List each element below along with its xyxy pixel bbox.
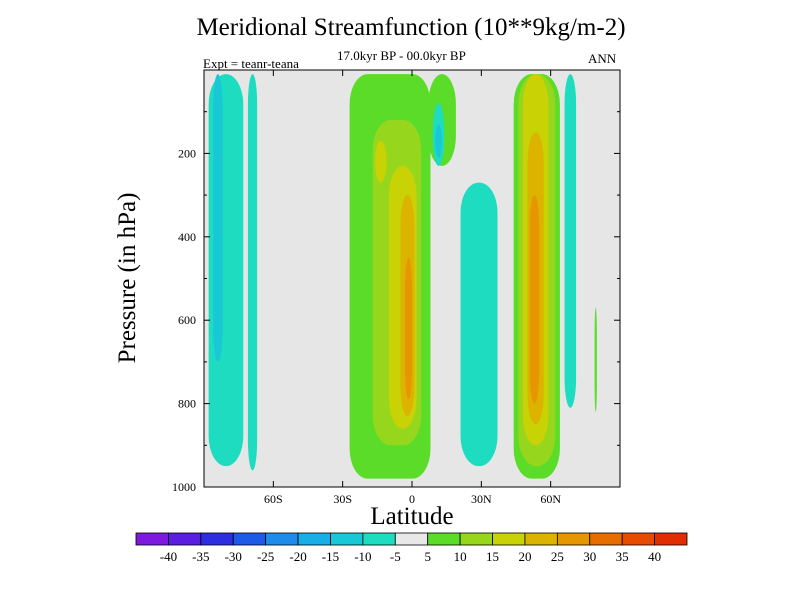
experiment-label: Expt = teanr-teana bbox=[203, 56, 299, 71]
colorbar-label: 40 bbox=[648, 549, 661, 564]
contour-region-12 bbox=[460, 182, 498, 467]
contour-region-18 bbox=[564, 74, 577, 408]
colorbar-box-8 bbox=[394, 532, 429, 546]
colorbar-label: -15 bbox=[322, 549, 339, 564]
colorbar-box-11 bbox=[492, 532, 526, 546]
y-tick-label: 800 bbox=[178, 397, 196, 411]
colorbar-box-13 bbox=[556, 532, 591, 546]
x-tick-label: 30S bbox=[333, 492, 352, 506]
colorbar-label: 5 bbox=[424, 549, 431, 564]
contour-region-1 bbox=[213, 74, 223, 362]
colorbar-label: -20 bbox=[289, 549, 306, 564]
colorbar-label: 25 bbox=[551, 549, 564, 564]
contour-region-2 bbox=[247, 74, 258, 471]
contour-region-19 bbox=[594, 307, 597, 412]
colorbar-box-6 bbox=[330, 532, 364, 546]
chart-title: Meridional Streamfunction (10**9kg/m-2) bbox=[196, 14, 626, 41]
x-axis-label: Latitude bbox=[370, 503, 454, 530]
colorbar-label: 10 bbox=[454, 549, 467, 564]
colorbar-label: 30 bbox=[583, 549, 596, 564]
colorbar-box-3 bbox=[232, 532, 267, 546]
contour-region-17 bbox=[529, 195, 540, 404]
colorbar-box-2 bbox=[200, 532, 234, 546]
colorbar-box-15 bbox=[621, 532, 655, 546]
contour-region-7 bbox=[405, 257, 412, 400]
y-tick-label: 400 bbox=[178, 230, 196, 244]
colorbar-box-4 bbox=[265, 532, 299, 546]
colorbar-box-16 bbox=[654, 532, 688, 546]
colorbar-label: -5 bbox=[390, 549, 401, 564]
colorbar-box-14 bbox=[589, 532, 623, 546]
y-tick-label: 200 bbox=[178, 146, 196, 160]
colorbar-box-10 bbox=[459, 532, 493, 546]
contour-region-8 bbox=[375, 140, 387, 183]
contour-region-11 bbox=[435, 124, 443, 158]
colorbar-label: -40 bbox=[160, 549, 177, 564]
colorbar-label: -30 bbox=[225, 549, 242, 564]
x-tick-label: 60N bbox=[540, 492, 561, 506]
colorbar-box-9 bbox=[427, 532, 461, 546]
colorbar-label: 35 bbox=[616, 549, 629, 564]
colorbar-label: -25 bbox=[257, 549, 274, 564]
colorbar-label: 15 bbox=[486, 549, 499, 564]
y-tick-label: 600 bbox=[178, 313, 196, 327]
x-tick-label: 60S bbox=[264, 492, 283, 506]
colorbar-box-1 bbox=[168, 532, 202, 546]
colorbar-label: -10 bbox=[354, 549, 371, 564]
colorbar-box-7 bbox=[362, 532, 396, 546]
x-tick-label: 0 bbox=[409, 492, 415, 506]
colorbar-label: -35 bbox=[192, 549, 209, 564]
colorbar-box-0 bbox=[135, 532, 169, 546]
chart-subtitle: 17.0kyr BP - 00.0kyr BP bbox=[337, 48, 466, 63]
y-tick-label: 1000 bbox=[172, 480, 196, 494]
season-label: ANN bbox=[588, 51, 617, 66]
colorbar-box-12 bbox=[524, 532, 558, 546]
x-tick-label: 30N bbox=[471, 492, 492, 506]
colorbar-label: 20 bbox=[518, 549, 531, 564]
colorbar-box-5 bbox=[297, 532, 331, 546]
